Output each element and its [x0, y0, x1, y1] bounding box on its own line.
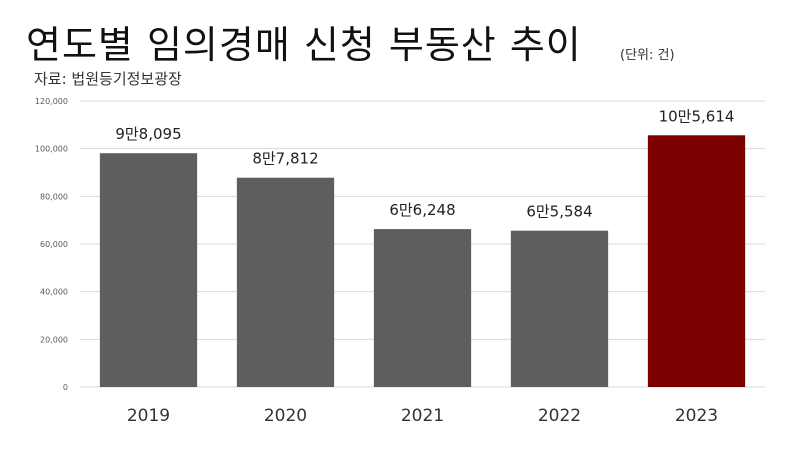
y-tick-label: 80,000: [40, 192, 68, 201]
bar-2022: [510, 230, 609, 387]
bar-2019: [99, 153, 198, 387]
x-tick-label-2022: 2022: [538, 406, 581, 426]
data-label-2022: 6만5,584: [526, 203, 592, 221]
x-tick-label-2019: 2019: [127, 406, 170, 426]
unit-label: (단위: 건): [620, 48, 675, 63]
y-tick-label: 100,000: [35, 145, 68, 154]
data-label-2020: 8만7,812: [252, 150, 318, 168]
y-tick-label: 20,000: [40, 335, 68, 344]
source-label: 자료: 법원등기정보광장: [34, 70, 182, 88]
bar-2023: [647, 135, 746, 387]
bar-2020: [236, 177, 335, 387]
data-label-2019: 9만8,095: [115, 125, 181, 143]
x-tick-label-2021: 2021: [401, 406, 444, 426]
y-tick-label: 40,000: [40, 288, 68, 297]
bar-2021: [373, 229, 472, 387]
data-label-2023: 10만5,614: [659, 107, 735, 125]
chart-title: 연도별 임의경매 신청 부동산 추이: [26, 23, 582, 67]
y-tick-label: 120,000: [35, 97, 68, 106]
data-label-2021: 6만6,248: [389, 201, 455, 219]
x-tick-label-2023: 2023: [675, 406, 718, 426]
y-tick-label: 60,000: [40, 240, 68, 249]
x-tick-label-2020: 2020: [264, 406, 307, 426]
y-tick-label: 0: [63, 383, 68, 392]
